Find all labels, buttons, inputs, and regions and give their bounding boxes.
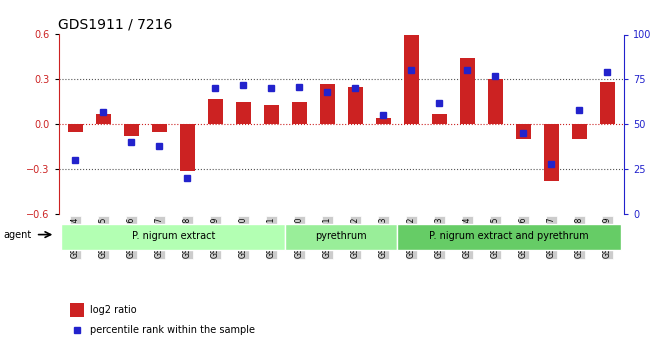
Text: GSM66838: GSM66838 xyxy=(575,217,584,258)
Text: GDS1911 / 7216: GDS1911 / 7216 xyxy=(58,18,173,32)
Text: GSM66831: GSM66831 xyxy=(266,217,276,258)
FancyBboxPatch shape xyxy=(397,224,621,250)
Bar xyxy=(599,82,615,124)
Bar xyxy=(292,102,307,124)
Text: GSM66833: GSM66833 xyxy=(435,217,444,258)
Bar xyxy=(207,99,223,124)
Text: GSM66824: GSM66824 xyxy=(71,217,80,258)
Bar xyxy=(235,102,251,124)
Bar xyxy=(488,79,503,124)
Bar xyxy=(96,114,111,124)
Text: GSM66835: GSM66835 xyxy=(491,217,500,258)
Text: pyrethrum: pyrethrum xyxy=(315,231,367,241)
Text: GSM66828: GSM66828 xyxy=(183,217,192,258)
Text: P. nigrum extract: P. nigrum extract xyxy=(131,231,215,241)
Text: GSM66826: GSM66826 xyxy=(127,217,136,258)
Bar xyxy=(543,124,559,181)
Bar xyxy=(404,34,419,124)
Bar xyxy=(263,105,279,124)
Text: percentile rank within the sample: percentile rank within the sample xyxy=(90,325,255,335)
Text: GSM66834: GSM66834 xyxy=(463,217,472,258)
Text: GSM66843: GSM66843 xyxy=(379,217,388,258)
FancyBboxPatch shape xyxy=(61,224,285,250)
Text: GSM66830: GSM66830 xyxy=(239,217,248,258)
Text: GSM66827: GSM66827 xyxy=(155,217,164,258)
Text: GSM66842: GSM66842 xyxy=(351,217,359,258)
Bar xyxy=(515,124,531,139)
Bar xyxy=(320,84,335,124)
FancyBboxPatch shape xyxy=(285,224,397,250)
Bar xyxy=(376,118,391,124)
Bar xyxy=(68,124,83,132)
Text: GSM66825: GSM66825 xyxy=(99,217,108,258)
Bar xyxy=(151,124,167,132)
Text: GSM66837: GSM66837 xyxy=(547,217,556,258)
Bar xyxy=(124,124,139,136)
Bar xyxy=(432,114,447,124)
Bar xyxy=(179,124,195,170)
Text: GSM66832: GSM66832 xyxy=(407,217,416,258)
Text: P. nigrum extract and pyrethrum: P. nigrum extract and pyrethrum xyxy=(430,231,589,241)
Bar xyxy=(571,124,587,139)
Bar xyxy=(70,303,84,317)
Text: GSM66829: GSM66829 xyxy=(211,217,220,258)
Bar xyxy=(460,58,475,124)
Text: agent: agent xyxy=(3,230,31,239)
Text: GSM66839: GSM66839 xyxy=(603,217,612,258)
Text: GSM66836: GSM66836 xyxy=(519,217,528,258)
Text: GSM66840: GSM66840 xyxy=(294,217,304,258)
Bar xyxy=(348,87,363,124)
Text: log2 ratio: log2 ratio xyxy=(90,305,136,315)
Text: GSM66841: GSM66841 xyxy=(323,217,332,258)
